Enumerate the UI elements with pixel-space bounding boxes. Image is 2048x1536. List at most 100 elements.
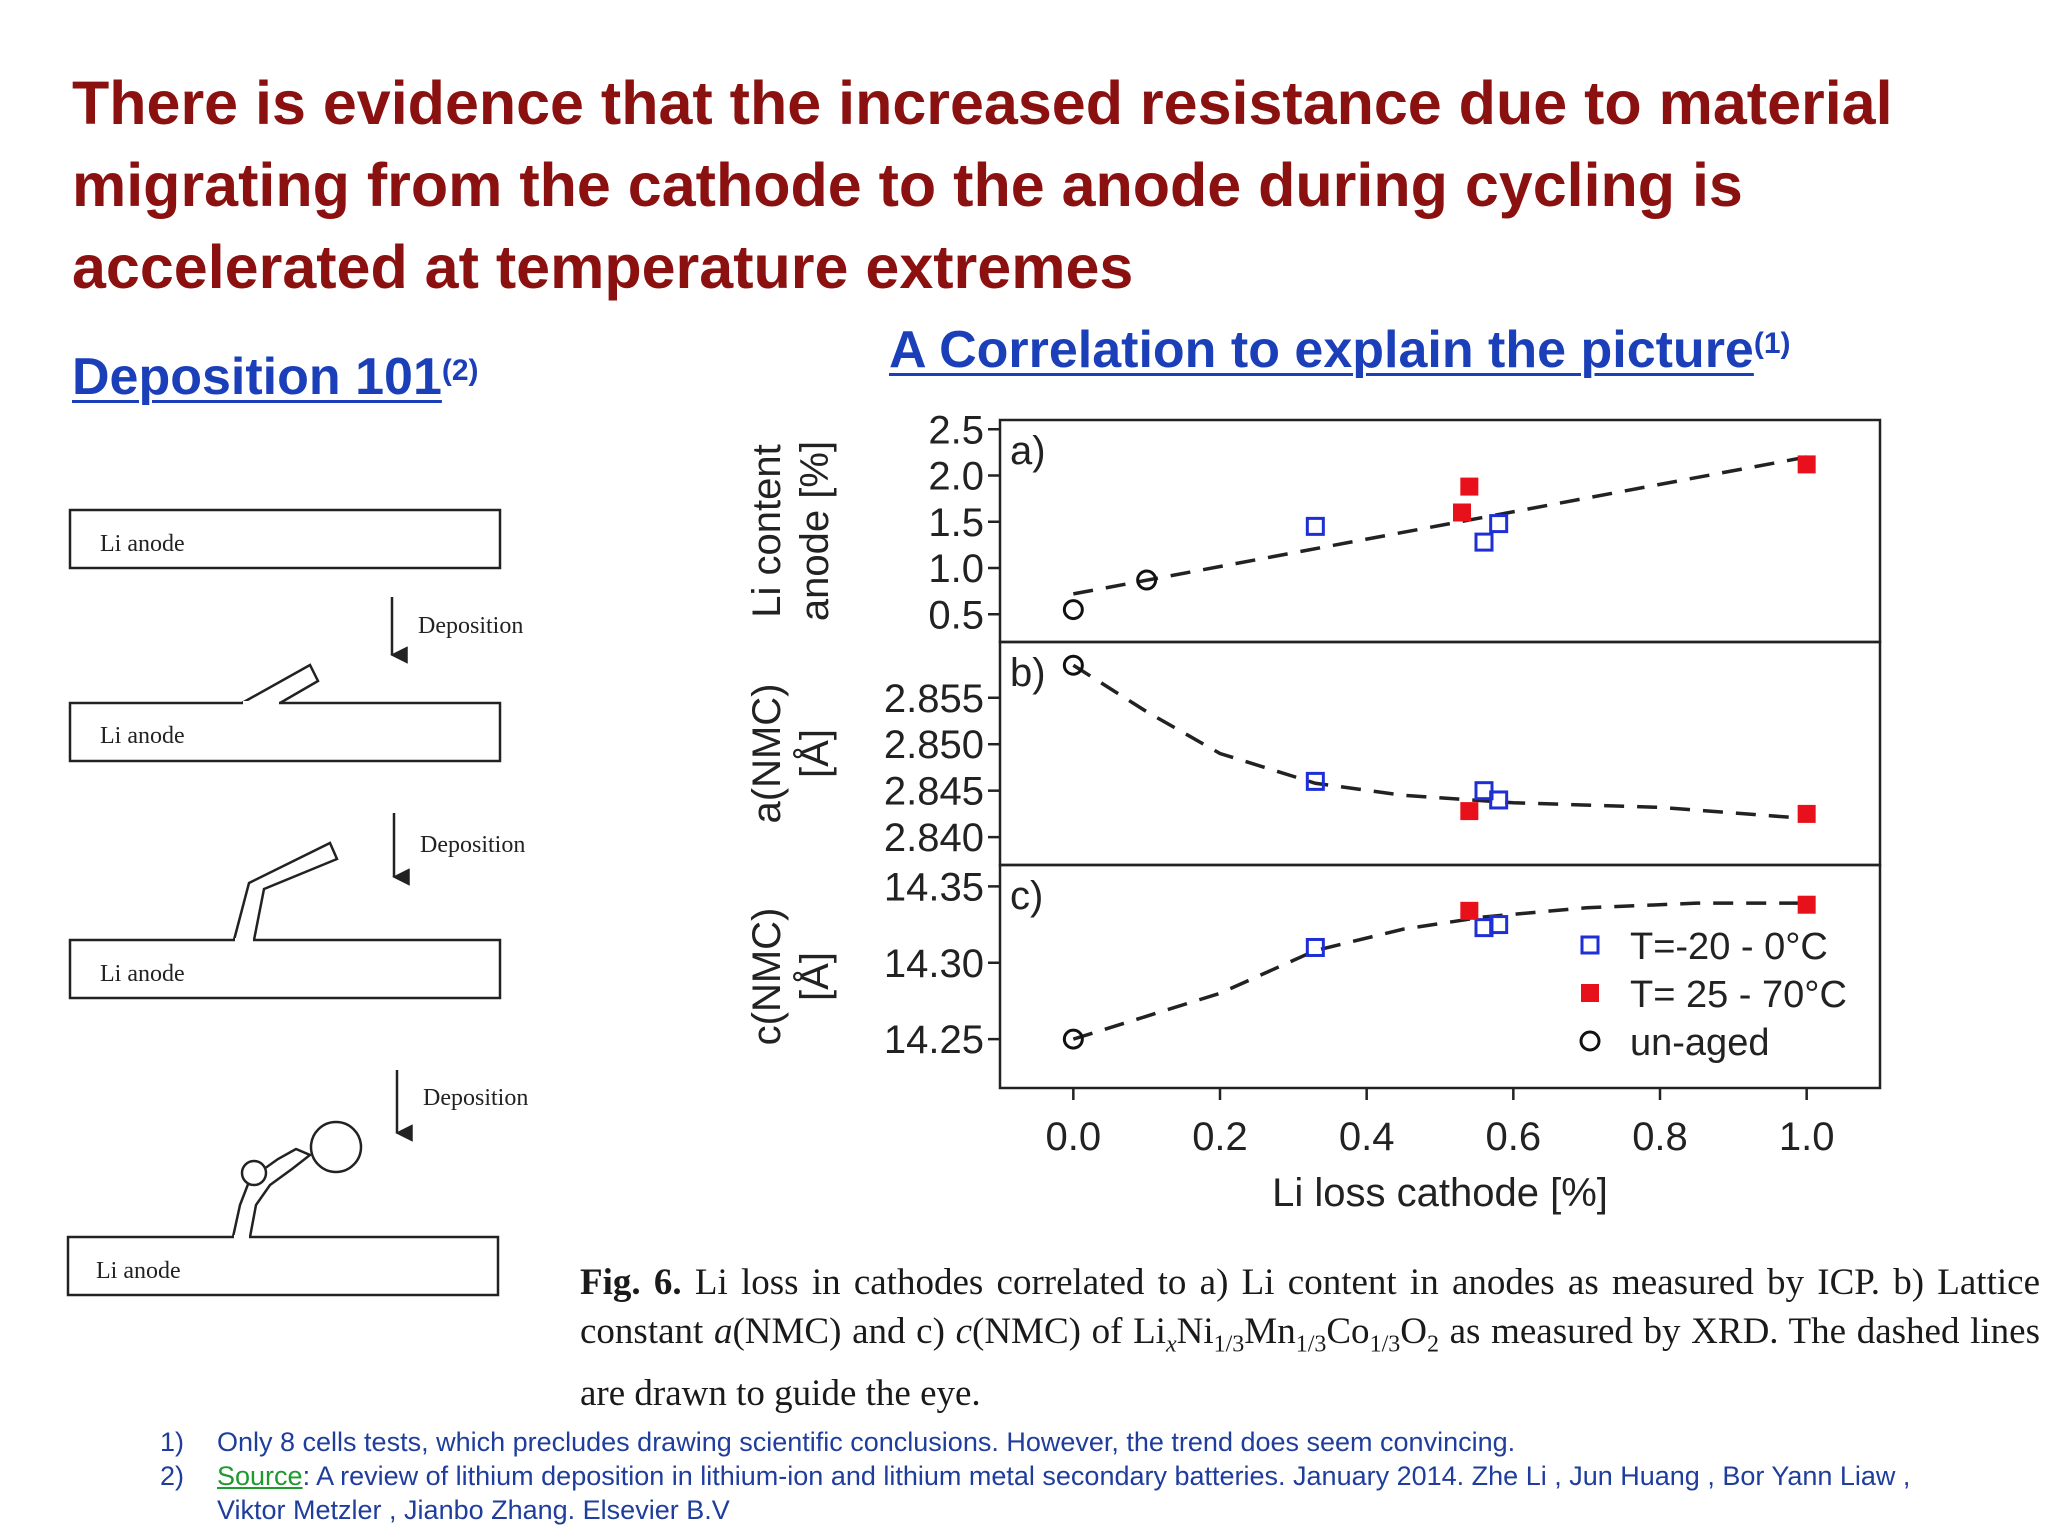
data-point-cold bbox=[1489, 790, 1509, 810]
x-tick-label: 0.4 bbox=[1339, 1115, 1395, 1159]
correlation-heading: A Correlation to explain the picture(1) bbox=[889, 320, 1791, 380]
chart-legend: T=-20 - 0°C T= 25 - 70°C un-aged bbox=[1579, 926, 1847, 1064]
caption-c-symbol: c bbox=[955, 1311, 972, 1352]
data-point-hot bbox=[1797, 804, 1816, 823]
caption-text-2: (NMC) and c) bbox=[732, 1311, 956, 1352]
dendrite-stem bbox=[231, 1147, 313, 1238]
legend-marker-cold bbox=[1580, 935, 1600, 955]
data-point-unaged bbox=[1136, 569, 1158, 591]
deposition-arrow-label-1: Deposition bbox=[418, 613, 523, 639]
panel-frame bbox=[998, 863, 1882, 1090]
footnote-1: 1) Only 8 cells tests, which precludes dr… bbox=[160, 1425, 1960, 1459]
y-axis-label: c(NMC) bbox=[745, 908, 789, 1046]
anode-block bbox=[66, 1235, 500, 1297]
anode-label: Li anode bbox=[100, 531, 185, 557]
anode-label: Li anode bbox=[100, 961, 185, 987]
y-tick-label: 2.0 bbox=[928, 455, 984, 499]
anode-stage-1: Li anode bbox=[68, 508, 502, 570]
panel-tag: c) bbox=[1010, 874, 1043, 918]
data-point-hot bbox=[1460, 901, 1479, 920]
panel-tag: b) bbox=[1010, 651, 1046, 695]
data-point-cold bbox=[1305, 937, 1325, 957]
trend-line bbox=[1072, 901, 1807, 1041]
chart-panel: 0.51.01.52.02.5 a) Li content anode [%] bbox=[745, 408, 1882, 644]
y-tick-label: 2.850 bbox=[884, 723, 984, 767]
data-point-unaged bbox=[1062, 599, 1084, 621]
deposition-diagram: Li anode Deposition Li anode Deposition … bbox=[66, 508, 528, 1297]
data-point-hot bbox=[1797, 455, 1816, 474]
data-point-cold bbox=[1305, 516, 1325, 536]
footnotes: 1) Only 8 cells tests, which precludes dr… bbox=[160, 1425, 1960, 1527]
anode-block bbox=[68, 938, 502, 1000]
source-link[interactable]: Source bbox=[217, 1461, 303, 1491]
legend-entry: T= 25 - 70°C bbox=[1630, 974, 1847, 1016]
caption-fig-label: Fig. 6. bbox=[580, 1262, 682, 1303]
data-point-cold bbox=[1489, 915, 1509, 935]
footnote-text: : A review of lithium deposition in lith… bbox=[217, 1461, 1911, 1525]
x-tick-label: 0.2 bbox=[1192, 1115, 1248, 1159]
correlation-heading-ref: (1) bbox=[1753, 327, 1791, 360]
anode-label: Li anode bbox=[100, 723, 185, 749]
chart-panel: 14.25 14.30 14.35 c) c(NMC) [Å] bbox=[745, 863, 1882, 1090]
caption-two: 2 bbox=[1426, 1331, 1439, 1358]
dendrite-knob bbox=[240, 1159, 268, 1187]
legend-entry: T=-20 - 0°C bbox=[1630, 926, 1828, 968]
x-tick-label: 0.0 bbox=[1046, 1115, 1102, 1159]
trend-line bbox=[1072, 663, 1807, 821]
anode-stage-2: Li anode bbox=[68, 663, 502, 763]
y-axis-label: [Å] bbox=[792, 952, 837, 1001]
caption-text-6: Co bbox=[1326, 1311, 1370, 1352]
caption-text-1: Li loss in cathodes correlated to a) Li … bbox=[580, 1262, 2040, 1352]
anode-label: Li anode bbox=[96, 1258, 181, 1284]
data-point-cold bbox=[1489, 514, 1509, 534]
caption-frac-co: 1/3 bbox=[1369, 1331, 1401, 1358]
panel-frame bbox=[998, 418, 1882, 644]
data-point-hot bbox=[1797, 895, 1816, 914]
dendrite-tip-sphere bbox=[309, 1120, 363, 1174]
deposition-arrow-label-3: Deposition bbox=[423, 1085, 528, 1111]
panel-tag: a) bbox=[1010, 429, 1046, 473]
caption-frac-ni: 1/3 bbox=[1213, 1331, 1245, 1358]
caption-a-symbol: a bbox=[713, 1311, 733, 1352]
y-tick-label: 1.5 bbox=[928, 501, 984, 545]
y-tick-label: 2.5 bbox=[928, 408, 984, 452]
x-tick-label: 1.0 bbox=[1779, 1115, 1835, 1159]
x-tick-label: 0.8 bbox=[1632, 1115, 1688, 1159]
data-point-unaged bbox=[1062, 1028, 1084, 1050]
caption-text-3: (NMC) of Li bbox=[972, 1311, 1166, 1352]
anode-block bbox=[68, 701, 502, 763]
deposition-heading: Deposition 101(2) bbox=[72, 347, 479, 407]
caption-text-7: O bbox=[1400, 1311, 1427, 1352]
anode-stage-3: Li anode bbox=[68, 841, 502, 1000]
slide-title: There is evidence that the increased res… bbox=[72, 69, 1893, 301]
caption-text-5: Mn bbox=[1244, 1311, 1296, 1352]
deposition-arrow-label-2: Deposition bbox=[420, 832, 525, 858]
y-tick-label: 0.5 bbox=[928, 593, 984, 637]
y-axis-label: anode [%] bbox=[793, 441, 837, 621]
data-point-unaged bbox=[1062, 654, 1084, 676]
y-tick-label: 14.30 bbox=[884, 942, 984, 986]
dendrite-sprout bbox=[241, 663, 320, 705]
legend-entry: un-aged bbox=[1630, 1022, 1769, 1064]
y-axis-label: a(NMC) bbox=[745, 684, 789, 824]
anode-stage-4: Li anode bbox=[66, 1120, 500, 1297]
legend-marker-unaged bbox=[1579, 1030, 1601, 1052]
legend-marker-hot bbox=[1581, 984, 1599, 1002]
data-point-hot bbox=[1460, 802, 1479, 821]
deposition-heading-text: Deposition 101 bbox=[72, 348, 442, 406]
y-tick-label: 14.35 bbox=[884, 865, 984, 909]
footnote-text: Only 8 cells tests, which precludes draw… bbox=[217, 1427, 1516, 1457]
y-axis-label: [Å] bbox=[792, 729, 837, 778]
x-tick-label: 0.6 bbox=[1486, 1115, 1542, 1159]
y-tick-label: 2.840 bbox=[884, 816, 984, 860]
y-tick-label: 2.845 bbox=[884, 770, 984, 814]
panel-frame bbox=[998, 640, 1882, 867]
anode-block bbox=[68, 508, 502, 570]
data-point-cold bbox=[1305, 771, 1325, 791]
caption-text-4: Ni bbox=[1176, 1311, 1214, 1352]
figure-caption: Fig. 6. Li loss in cathodes correlated t… bbox=[580, 1258, 2040, 1418]
caption-text-8: as measured by XRD. The dashed lines are… bbox=[580, 1311, 2041, 1415]
dendrite-branch bbox=[232, 841, 339, 941]
footnote-number: 2) bbox=[160, 1461, 185, 1491]
